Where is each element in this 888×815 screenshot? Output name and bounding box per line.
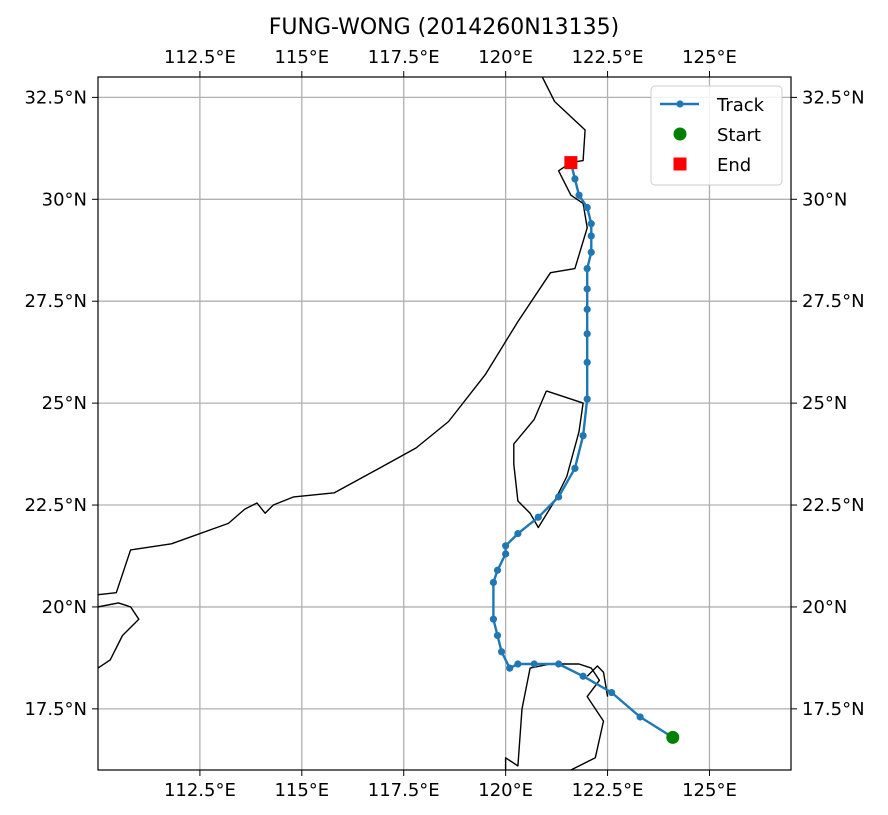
x-tick-label-bottom: 117.5°E [368, 780, 440, 801]
y-tick-label-right: 30°N [802, 189, 847, 210]
track-point [571, 175, 579, 183]
track-point [534, 513, 542, 521]
y-tick-label-left: 25°N [42, 393, 87, 414]
start-marker [666, 730, 680, 744]
y-tick-label-left: 22.5°N [24, 495, 87, 516]
y-tick-label-right: 27.5°N [802, 291, 865, 312]
x-tick-label-top: 125°E [682, 47, 737, 68]
legend-end-marker [673, 157, 687, 171]
track-point [502, 542, 510, 550]
chart-title: FUNG-WONG (2014260N13135) [269, 15, 619, 40]
legend-track-marker [676, 100, 684, 108]
legend-label-track: Track [716, 95, 765, 116]
end-marker [564, 156, 578, 170]
track-point [587, 248, 595, 256]
track-point [555, 493, 563, 501]
legend: Track Start End [650, 85, 783, 186]
y-tick-label-left: 20°N [42, 597, 87, 618]
track-point [587, 232, 595, 240]
x-tick-label-top: 117.5°E [368, 47, 440, 68]
track-point [583, 395, 591, 403]
track-point [506, 664, 514, 672]
track-point [489, 615, 498, 623]
y-tick-label-right: 32.5°N [802, 87, 865, 108]
track-point [571, 464, 579, 472]
track-point [608, 688, 616, 697]
x-tick-label-bottom: 122.5°E [572, 780, 644, 801]
track-point [583, 330, 591, 338]
track-point [583, 264, 591, 273]
y-tick-label-left: 30°N [42, 189, 87, 210]
x-tick-label-top: 122.5°E [572, 47, 644, 68]
y-tick-label-left: 32.5°N [24, 87, 87, 108]
track-point [636, 713, 644, 721]
track-point [583, 358, 591, 366]
y-tick-label-left: 17.5°N [24, 699, 87, 720]
track-point [514, 529, 522, 538]
track-series [489, 156, 680, 744]
track-point [579, 432, 587, 440]
track-point [555, 660, 563, 668]
x-tick-label-bottom: 112.5°E [164, 780, 236, 801]
x-tick-label-top: 120°E [478, 47, 533, 68]
legend-label-start: Start [717, 125, 761, 146]
track-point [575, 191, 583, 199]
track-line [492, 162, 674, 739]
y-tick-label-right: 20°N [802, 597, 847, 618]
track-point [489, 578, 498, 587]
legend-start-marker [673, 127, 687, 141]
track-point [587, 220, 595, 228]
track-point [502, 550, 510, 558]
y-tick-label-right: 25°N [802, 393, 847, 414]
x-tick-label-top: 112.5°E [164, 47, 236, 68]
coastlines [98, 77, 609, 770]
coastline [504, 663, 605, 770]
coastline [98, 77, 588, 596]
y-tick-label-right: 22.5°N [802, 495, 865, 516]
track-point [530, 660, 538, 668]
track-point [497, 648, 506, 656]
x-tick-label-top: 115°E [274, 47, 329, 68]
x-tick-label-bottom: 125°E [682, 780, 737, 801]
track-point [583, 285, 591, 293]
coastline [98, 602, 140, 669]
y-tick-label-right: 17.5°N [802, 699, 865, 720]
track-point [514, 660, 522, 668]
legend-label-end: End [717, 155, 751, 176]
x-tick-label-bottom: 120°E [478, 780, 533, 801]
coastline [586, 665, 609, 697]
plot-frame [97, 76, 792, 771]
track-point [579, 672, 587, 680]
axis-ticks: 112.5°E 112.5°E 115°E 115°E 117.5°E 117.5°E 12… [24, 47, 864, 801]
x-tick-label-bottom: 115°E [274, 780, 329, 801]
track-point [583, 203, 591, 212]
track-point [493, 631, 502, 640]
y-tick-label-left: 27.5°N [24, 291, 87, 312]
track-point [493, 566, 502, 574]
track-point [583, 305, 591, 313]
